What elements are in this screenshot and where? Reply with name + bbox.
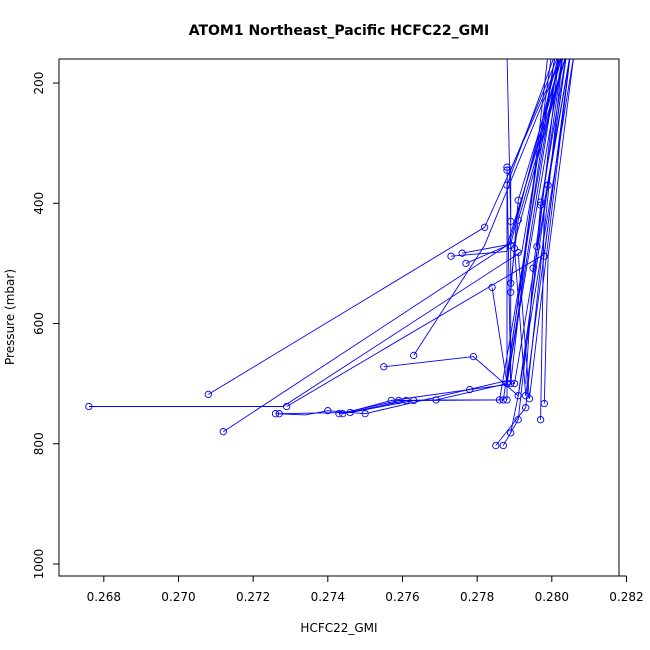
data-point — [514, 392, 522, 400]
data-point — [380, 363, 388, 371]
data-point — [499, 441, 507, 450]
data-point — [536, 416, 545, 424]
data-point — [335, 410, 343, 418]
x-tick-label: 0.278 — [460, 590, 494, 604]
x-tick-label: 0.282 — [609, 590, 643, 604]
data-point — [533, 242, 541, 251]
series-line — [525, 59, 563, 384]
data-point — [492, 441, 500, 450]
data-point — [503, 163, 511, 171]
data-point — [447, 252, 455, 260]
y-tick-label: 600 — [32, 312, 46, 335]
y-tick-label: 400 — [32, 192, 46, 215]
data-point — [219, 428, 227, 436]
data-point — [507, 217, 515, 225]
series-lines — [88, 59, 574, 446]
series-line — [350, 59, 563, 413]
data-point — [410, 351, 418, 360]
data-point — [536, 198, 545, 206]
data-point — [540, 252, 548, 260]
data-point — [507, 429, 515, 437]
data-point — [271, 410, 280, 418]
data-point — [503, 396, 511, 404]
data-point — [529, 264, 537, 272]
data-point — [432, 396, 440, 404]
x-tick-label: 0.274 — [311, 590, 345, 604]
data-point — [522, 404, 530, 412]
data-point — [514, 416, 522, 424]
data-point — [462, 259, 470, 268]
data-point — [514, 248, 522, 257]
series-line — [510, 59, 566, 284]
x-axis: 0.268 0.270 0.272 0.274 0.276 0.278 0.280 0.282 — [87, 575, 644, 604]
series-line — [547, 59, 567, 186]
series-line — [517, 59, 571, 399]
y-axis: 200 400 600 800 1000 — [32, 72, 60, 580]
y-tick-label: 200 — [32, 72, 46, 95]
data-point — [507, 379, 515, 388]
y-axis-label: Pressure (mbar) — [3, 269, 17, 365]
data-point — [458, 249, 466, 257]
data-point — [536, 201, 545, 209]
data-point — [466, 385, 474, 394]
data-point — [275, 410, 283, 418]
y-tick-label: 1000 — [32, 549, 46, 580]
data-point — [514, 196, 522, 204]
data-point — [503, 166, 511, 174]
data-point — [324, 407, 332, 415]
plot-area — [58, 58, 620, 577]
y-tick-label: 800 — [32, 432, 46, 455]
data-point — [469, 352, 478, 361]
series-line — [543, 59, 574, 404]
data-point — [507, 288, 515, 296]
x-tick-label: 0.276 — [385, 590, 419, 604]
data-point — [480, 223, 489, 231]
data-point — [503, 379, 511, 388]
series-line — [514, 59, 571, 396]
series-line — [88, 59, 555, 407]
data-point — [514, 216, 522, 224]
data-point — [525, 395, 534, 403]
series-line — [383, 59, 574, 397]
x-tick-label: 0.272 — [236, 590, 270, 604]
data-point — [510, 379, 519, 388]
data-point — [540, 399, 548, 408]
data-point — [410, 396, 418, 405]
data-point — [283, 402, 291, 411]
data-point — [395, 396, 403, 405]
data-point — [488, 283, 496, 292]
x-tick-label: 0.280 — [535, 590, 569, 604]
x-tick-label: 0.268 — [87, 590, 121, 604]
data-point — [204, 390, 212, 399]
series-line — [208, 59, 561, 395]
series-line — [413, 59, 562, 356]
data-point — [499, 396, 507, 404]
data-point — [387, 396, 395, 405]
series-line — [540, 59, 570, 420]
x-axis-label: HCFC22_GMI — [300, 621, 377, 635]
data-point — [503, 181, 511, 189]
data-point — [402, 396, 410, 405]
data-point — [544, 181, 552, 189]
x-tick-label: 0.270 — [161, 590, 195, 604]
data-point — [510, 244, 519, 253]
data-point — [507, 279, 515, 287]
data-point — [85, 402, 93, 411]
data-point — [339, 410, 347, 418]
series-line — [495, 59, 563, 446]
chart-title: ATOM1 Northeast_Pacific HCFC22_GMI — [189, 23, 490, 39]
series-line — [510, 59, 558, 384]
data-point — [361, 410, 369, 418]
series-points — [85, 163, 552, 450]
data-point — [495, 396, 504, 404]
data-point — [346, 408, 354, 417]
